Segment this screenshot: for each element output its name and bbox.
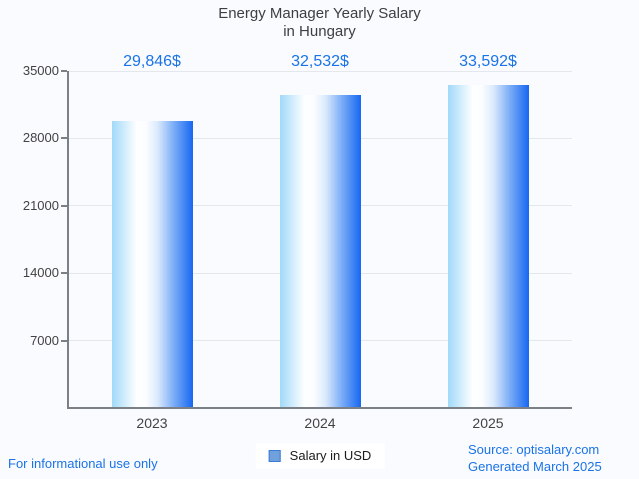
bar-value-label: 29,846$ — [123, 53, 181, 70]
bar-value-label: 33,592$ — [459, 53, 517, 70]
y-axis-tick-label: 21000 — [22, 197, 59, 213]
legend-swatch-icon — [268, 450, 281, 462]
y-axis-tick-label: 28000 — [22, 130, 59, 146]
salary-bar — [279, 94, 361, 408]
salary-bar — [111, 120, 193, 408]
gridline — [68, 70, 572, 72]
x-axis-category-label: 2024 — [304, 415, 336, 431]
y-axis-tick — [61, 204, 67, 207]
x-axis-category-label: 2025 — [472, 415, 504, 431]
chart-title-line2: in Hungary — [283, 23, 356, 40]
generated-date: Generated March 2025 — [468, 459, 602, 474]
x-axis-category-label: 2023 — [136, 415, 168, 431]
legend-label: Salary in USD — [289, 448, 372, 463]
chart-title-line1: Energy Manager Yearly Salary — [218, 5, 421, 22]
source-block: Source: optisalary.com Generated March 2… — [468, 441, 602, 475]
y-axis-tick — [61, 137, 67, 140]
legend[interactable]: Salary in USD — [255, 443, 385, 469]
salary-bar — [447, 84, 529, 408]
y-axis-line — [67, 71, 69, 409]
source-link[interactable]: Source: optisalary.com — [468, 442, 600, 457]
y-axis-tick — [61, 70, 67, 72]
y-axis-tick — [61, 339, 67, 342]
x-axis-line — [67, 407, 572, 409]
y-axis-tick-label: 7000 — [30, 332, 59, 348]
chart-title: Energy Manager Yearly Salary in Hungary — [0, 5, 639, 41]
y-axis-tick — [61, 272, 67, 275]
disclaimer-text: For informational use only — [8, 456, 158, 471]
y-axis-tick-label: 35000 — [22, 63, 59, 78]
bar-value-label: 32,532$ — [291, 53, 349, 70]
y-axis-tick-label: 14000 — [22, 265, 59, 281]
